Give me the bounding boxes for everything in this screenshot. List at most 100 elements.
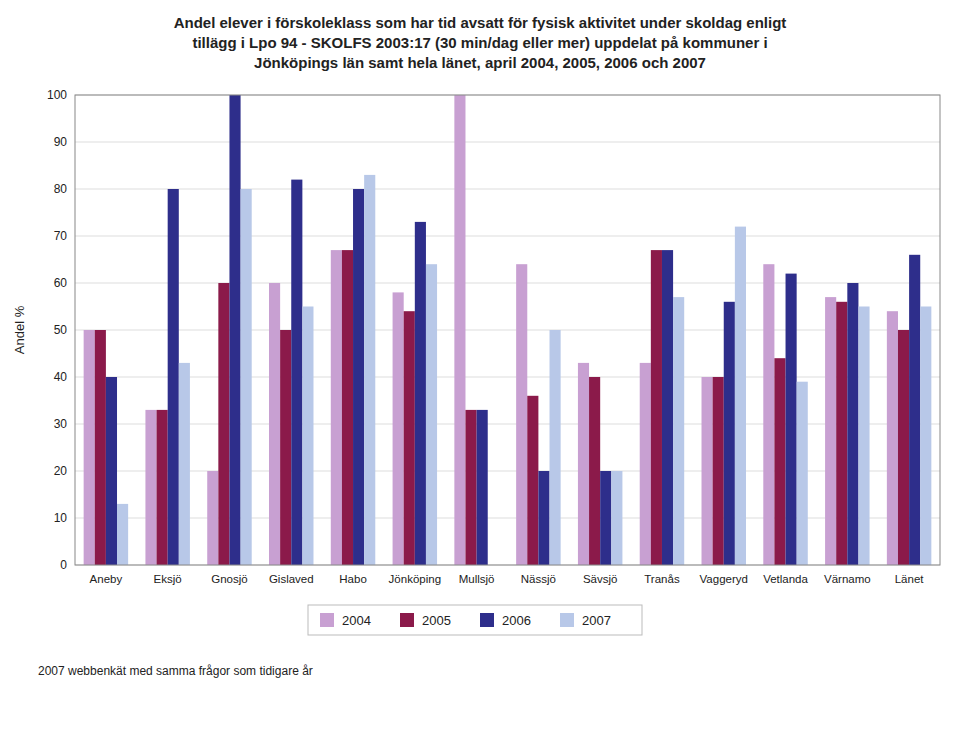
bar: [342, 250, 353, 565]
bar: [269, 283, 280, 565]
bar-series: [117, 175, 931, 565]
y-tick-label: 80: [54, 182, 68, 196]
bar: [84, 330, 95, 565]
bar: [415, 222, 426, 565]
grid-line: [75, 330, 940, 331]
x-axis: Aneby Eksjö Gnosjö Gislaved Habo Jönköping Mul…: [90, 573, 925, 585]
title-line: tillägg i Lpo 94 - SKOLFS 2003:17 (30 mi…: [192, 34, 767, 51]
bar: [538, 471, 549, 565]
grid-line: [75, 518, 940, 519]
x-tick-label: Sävsjö: [583, 573, 618, 585]
x-tick-label: Tranås: [644, 573, 680, 585]
legend: 2004200520062007: [308, 605, 642, 635]
bar: [550, 330, 561, 565]
bar: [651, 250, 662, 565]
y-tick-label: 100: [47, 88, 67, 102]
bar: [353, 189, 364, 565]
x-tick-label: Länet: [895, 573, 925, 585]
legend-label: 2006: [502, 613, 531, 628]
grid-line: [75, 189, 940, 190]
bar-series: [106, 95, 920, 565]
bar: [179, 363, 190, 565]
bar: [291, 180, 302, 565]
title-line: Andel elever i förskoleklass som har tid…: [174, 14, 787, 31]
y-tick-label: 0: [60, 558, 67, 572]
y-grid: [75, 95, 940, 565]
x-tick-label: Jönköping: [389, 573, 441, 585]
grid-line: [75, 142, 940, 143]
bar: [516, 264, 527, 565]
y-tick-label: 40: [54, 370, 68, 384]
y-tick-label: 20: [54, 464, 68, 478]
bar: [106, 377, 117, 565]
grid-line: [75, 471, 940, 472]
bar: [920, 307, 931, 566]
y-axis: 0 10 20 30 40 50 60 70 80 90 100: [47, 88, 67, 572]
bar: [145, 410, 156, 565]
bar: [477, 410, 488, 565]
bar: [825, 297, 836, 565]
bar: [887, 311, 898, 565]
y-tick-label: 50: [54, 323, 68, 337]
bar: [662, 250, 673, 565]
bar: [241, 189, 252, 565]
bar: [909, 255, 920, 565]
bar: [331, 250, 342, 565]
bars: [84, 95, 932, 565]
bar: [465, 410, 476, 565]
bar: [735, 227, 746, 565]
y-tick-label: 90: [54, 135, 68, 149]
bar: [640, 363, 651, 565]
bar: [404, 311, 415, 565]
x-tick-label: Aneby: [90, 573, 123, 585]
bar: [713, 377, 724, 565]
y-tick-label: 30: [54, 417, 68, 431]
bar: [774, 358, 785, 565]
legend-swatch: [400, 613, 414, 627]
title: Andel elever i förskoleklass som har tid…: [174, 14, 787, 71]
x-tick-label: Vaggeryd: [700, 573, 748, 585]
footnote: 2007 webbenkät med samma frågor som tidi…: [38, 664, 313, 678]
y-tick-label: 70: [54, 229, 68, 243]
bar: [858, 307, 869, 566]
x-tick-label: Mullsjö: [459, 573, 495, 585]
bar: [229, 95, 240, 565]
bar-series: [84, 95, 898, 565]
x-tick-label: Habo: [339, 573, 367, 585]
bar: [600, 471, 611, 565]
bar: [673, 297, 684, 565]
bar: [786, 274, 797, 565]
x-tick-label: Gislaved: [269, 573, 314, 585]
x-tick-label: Vetlanda: [763, 573, 808, 585]
legend-label: 2004: [342, 613, 371, 628]
bar: [797, 382, 808, 565]
bar-series: [95, 250, 909, 565]
bar: [364, 175, 375, 565]
y-tick-label: 10: [54, 511, 68, 525]
bar: [836, 302, 847, 565]
bar: [95, 330, 106, 565]
x-tick-label: Gnosjö: [211, 573, 247, 585]
legend-box: [308, 605, 642, 635]
legend-swatch: [480, 613, 494, 627]
plot-frame: [75, 95, 940, 565]
y-tick-label: 60: [54, 276, 68, 290]
bar: [898, 330, 909, 565]
bar: [578, 363, 589, 565]
grid-line: [75, 283, 940, 284]
bar: [763, 264, 774, 565]
bar: [527, 396, 538, 565]
x-tick-label: Eksjö: [154, 573, 182, 585]
legend-swatch: [560, 613, 574, 627]
grid-line: [75, 236, 940, 237]
bar: [218, 283, 229, 565]
bar: [393, 292, 404, 565]
bar: [589, 377, 600, 565]
title-line: Jönköpings län samt hela länet, april 20…: [254, 54, 706, 71]
grid-line: [75, 424, 940, 425]
bar: [157, 410, 168, 565]
bar: [847, 283, 858, 565]
bar: [724, 302, 735, 565]
bar: [207, 471, 218, 565]
x-tick-label: Värnamo: [824, 573, 871, 585]
